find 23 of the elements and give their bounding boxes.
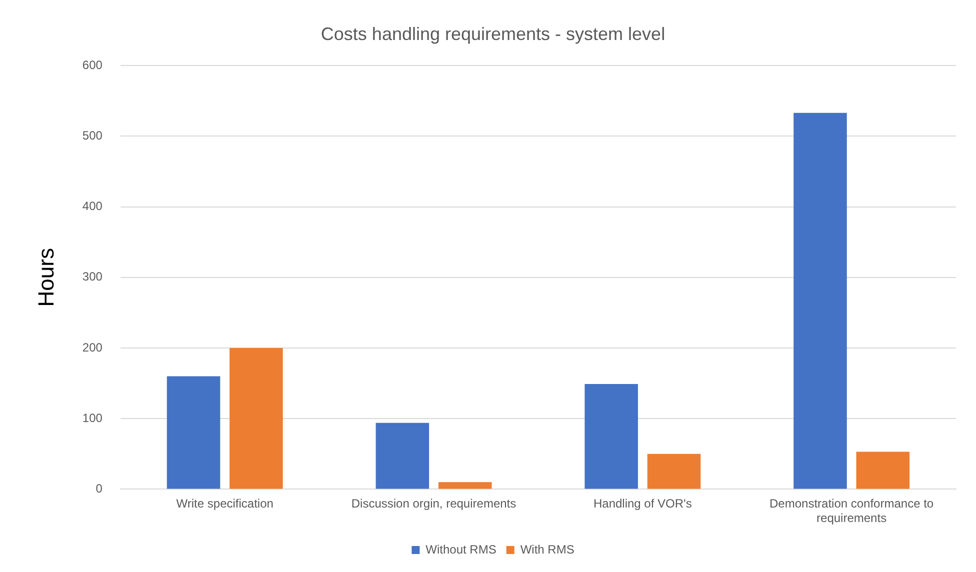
x-tick-label: Handling of VOR's (593, 496, 692, 511)
y-axis-title: Hours (33, 248, 58, 307)
y-tick-label: 500 (82, 128, 103, 143)
y-tick-label: 400 (82, 199, 103, 214)
bar (856, 452, 910, 489)
bar (230, 348, 283, 489)
y-tick-label: 300 (82, 270, 103, 284)
x-tick-label: Discussion orgin, requirements (351, 496, 516, 511)
y-tick-label: 600 (82, 58, 103, 72)
bar (647, 454, 701, 489)
chart-title: Costs handling requirements - system level (320, 24, 666, 44)
y-tick-label: 0 (96, 482, 103, 496)
bar (438, 482, 492, 489)
y-tick-label: 100 (82, 410, 103, 425)
x-tick-label: Write specification (176, 496, 274, 511)
bar (376, 422, 430, 489)
bar (166, 376, 220, 489)
bar (584, 384, 638, 489)
legend-label: With RMS (520, 542, 574, 556)
legend-label: Without RMS (426, 542, 496, 556)
bar (794, 112, 847, 489)
x-tick-label: Demonstration conformance to requirements (770, 496, 934, 526)
y-tick-label: 200 (82, 340, 103, 354)
